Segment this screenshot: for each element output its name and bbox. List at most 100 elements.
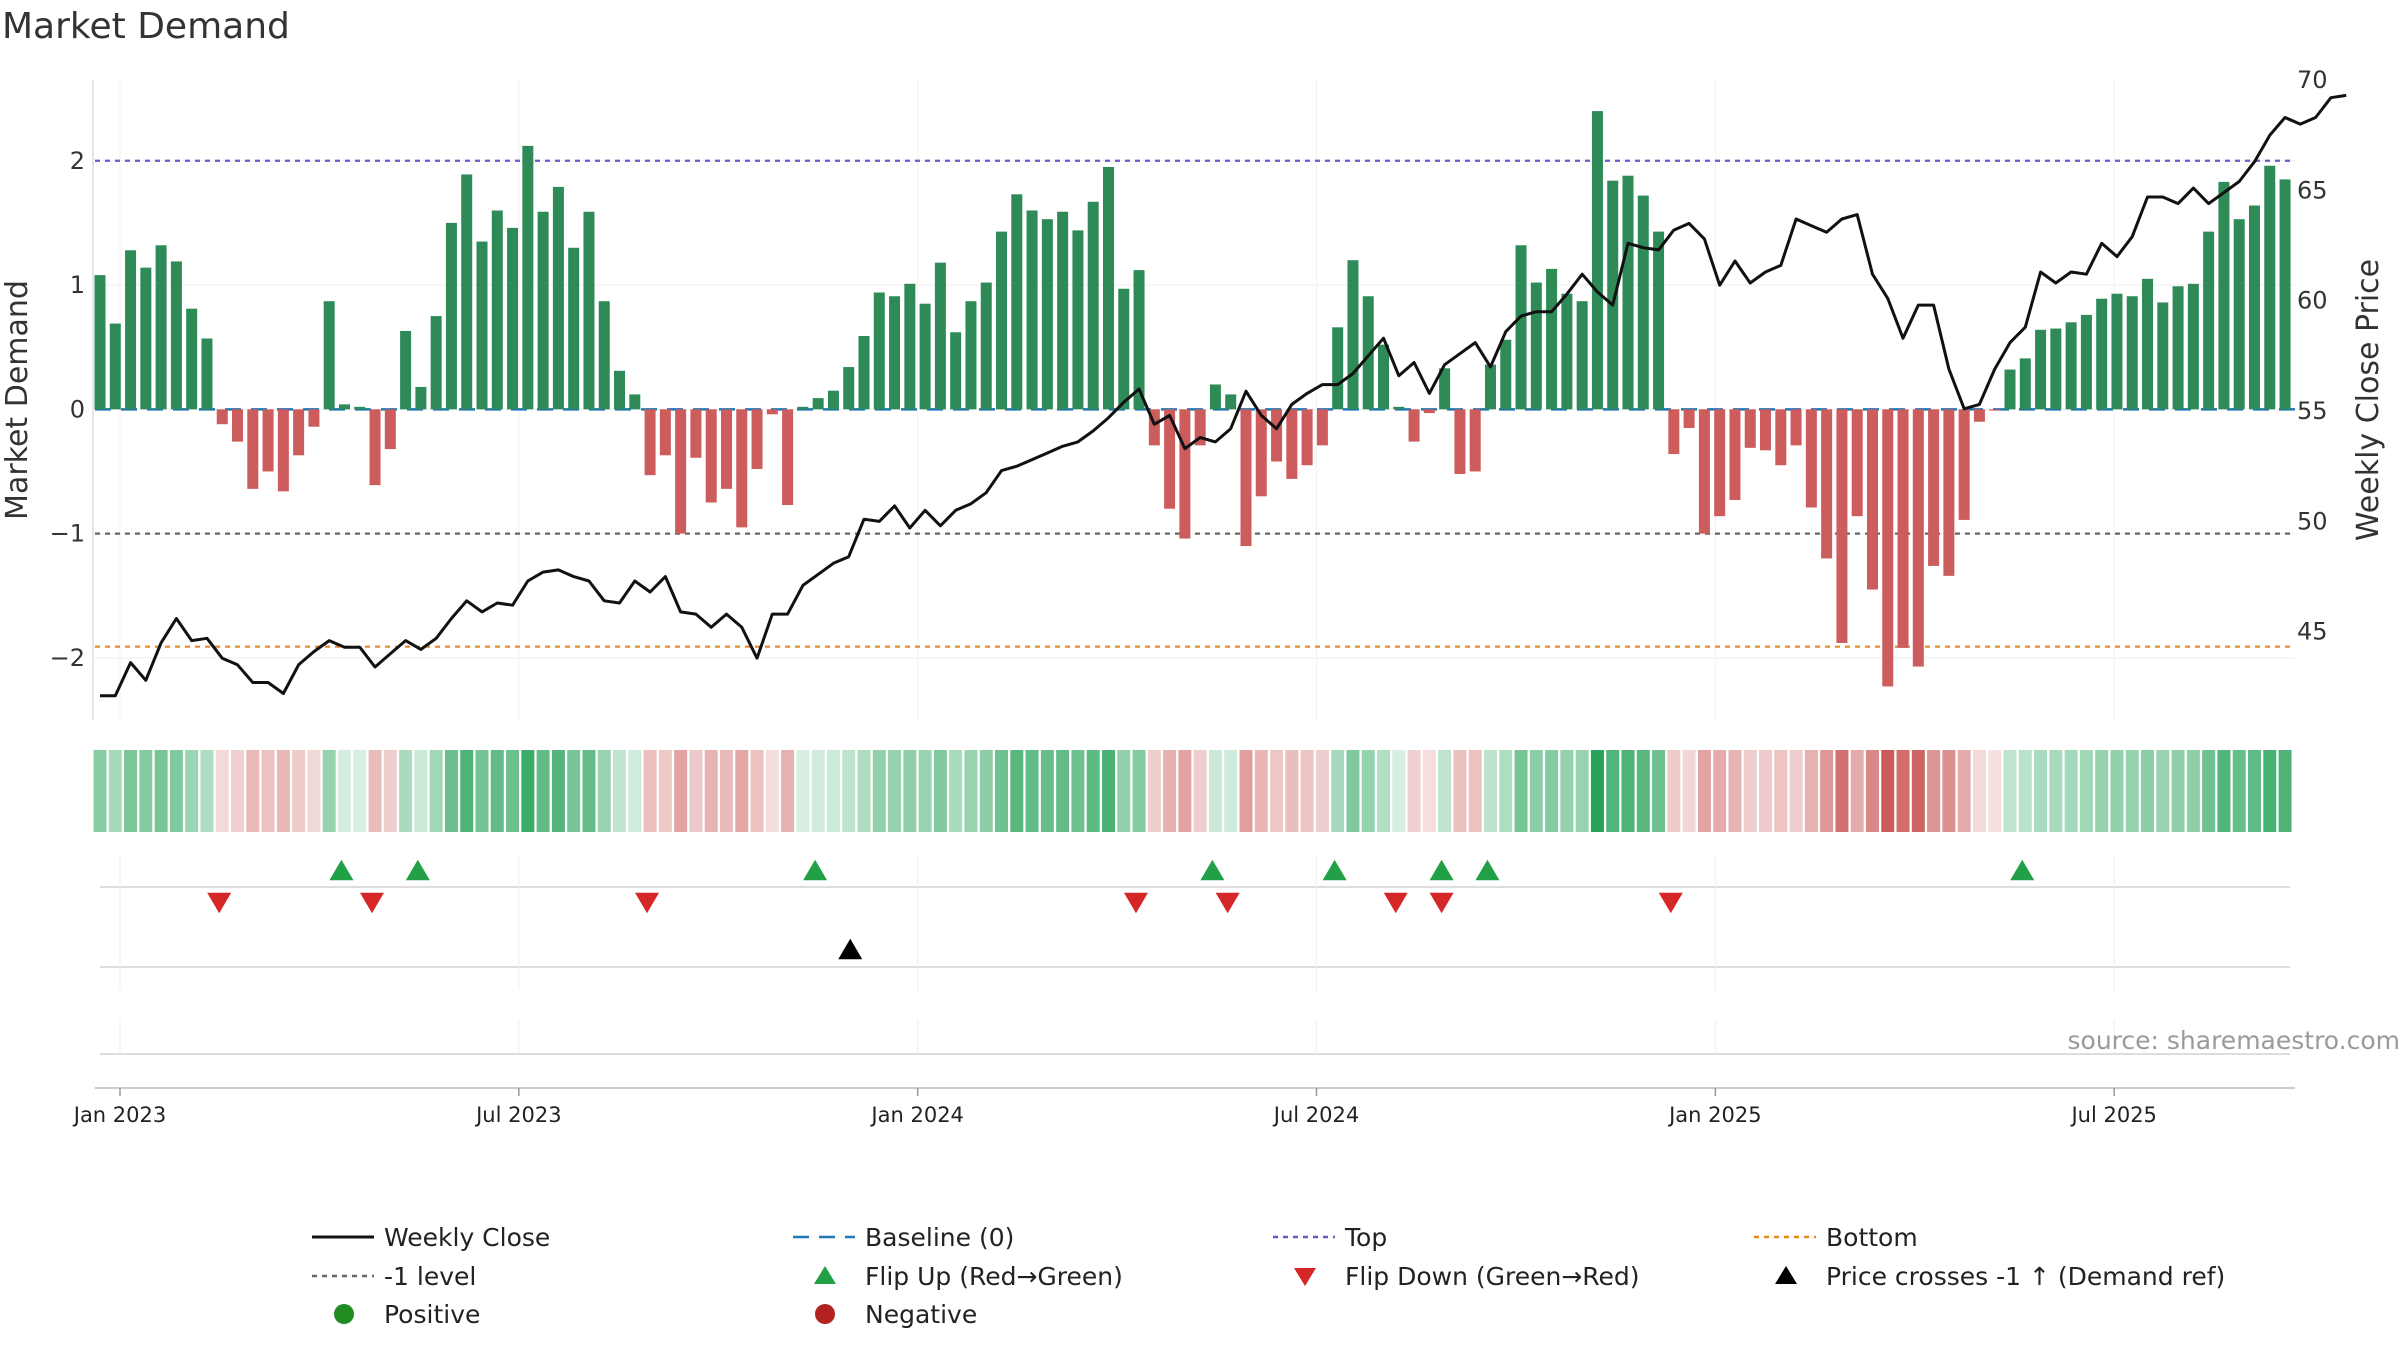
legend-flip-up: Flip Up (Red→Green)	[814, 1262, 1123, 1291]
strip-cell	[353, 750, 367, 832]
demand-bar	[1011, 194, 1023, 410]
flip-down-marker	[359, 892, 384, 914]
demand-bar	[2233, 219, 2245, 410]
legend-bottom: Bottom	[1754, 1223, 1918, 1252]
strip-cell	[964, 750, 978, 832]
demand-bar	[1683, 409, 1695, 428]
demand-bar	[1591, 111, 1603, 410]
strip-cell	[1667, 750, 1681, 832]
legend-top: Top	[1273, 1223, 1387, 1252]
strip-cell	[261, 750, 275, 832]
demand-bar	[1347, 260, 1359, 410]
strip-cell	[1865, 750, 1879, 832]
strip-cell	[1071, 750, 1085, 832]
demand-bar	[1087, 201, 1099, 410]
strip-cell	[1239, 750, 1253, 832]
strip-cell	[1927, 750, 1941, 832]
demand-bar	[568, 247, 580, 410]
demand-bar	[323, 301, 335, 410]
demand-bar	[1973, 409, 1985, 422]
strip-cell	[719, 750, 733, 832]
strip-cell	[1101, 750, 1115, 832]
legend-baseline: Baseline (0)	[793, 1223, 1014, 1252]
strip-cell	[139, 750, 153, 832]
y-right-tick-label: 45	[2297, 618, 2328, 646]
strip-cell	[918, 750, 932, 832]
strip-cell	[1040, 750, 1054, 832]
demand-bar	[690, 409, 702, 458]
demand-bar	[1118, 288, 1130, 410]
strip-cell	[444, 750, 458, 832]
legend-price-cross: Price crosses -1 ↑ (Demand ref)	[1775, 1262, 2225, 1291]
demand-bar	[507, 227, 519, 410]
strip-cell	[1499, 750, 1513, 832]
demand-bar	[1729, 409, 1741, 501]
flip-down-marker	[635, 892, 660, 914]
demand-bar	[1500, 339, 1512, 410]
strip-cell	[1086, 750, 1100, 832]
demand-bar	[491, 210, 503, 410]
demand-bar	[950, 332, 962, 410]
flip-down-marker	[207, 892, 232, 914]
demand-bar	[415, 386, 427, 410]
strip-cell	[1911, 750, 1925, 832]
strip-cell	[276, 750, 290, 832]
strip-cell	[460, 750, 474, 832]
demand-bar	[1271, 409, 1283, 462]
strip-cell	[1407, 750, 1421, 832]
strip-cell	[1988, 750, 2002, 832]
y-left-tick-label: 1	[70, 271, 85, 299]
demand-bar	[873, 292, 885, 410]
strip-cell	[1483, 750, 1497, 832]
strip-cell	[414, 750, 428, 832]
strip-cell	[704, 750, 718, 832]
flip-down-marker	[1658, 892, 1683, 914]
strip-cell	[1285, 750, 1299, 832]
legend-label: Positive	[384, 1300, 480, 1329]
demand-bar	[1805, 409, 1817, 508]
demand-bar	[1943, 409, 1955, 576]
strip-cell	[1468, 750, 1482, 832]
strip-cell	[1438, 750, 1452, 832]
demand-bar	[919, 303, 931, 410]
strip-cell	[1300, 750, 1314, 832]
demand-bar	[1607, 180, 1619, 410]
strip-cell	[1804, 750, 1818, 832]
demand-bar	[2050, 328, 2062, 410]
demand-bar	[140, 267, 152, 410]
strip-cell	[1942, 750, 1956, 832]
demand-bar	[1989, 409, 2001, 411]
strip-cell	[1010, 750, 1024, 832]
strip-cell	[750, 750, 764, 832]
strip-cell	[2263, 750, 2277, 832]
demand-bar	[201, 338, 213, 410]
legend-label: Flip Up (Red→Green)	[865, 1262, 1123, 1291]
strip-cell	[2217, 750, 2231, 832]
strip-cell	[1422, 750, 1436, 832]
strip-cell	[1759, 750, 1773, 832]
strip-cell	[1881, 750, 1895, 832]
y-left-tick-label: −2	[50, 644, 85, 672]
price-line-layer	[100, 93, 2347, 698]
flip-down-marker	[1383, 892, 1408, 914]
strip-cell	[368, 750, 382, 832]
strip-cell	[2247, 750, 2261, 832]
demand-bar	[186, 308, 198, 410]
strip-cell	[551, 750, 565, 832]
strip-cell	[1377, 750, 1391, 832]
demand-bar	[1057, 211, 1069, 410]
legend-weekly-close: Weekly Close	[312, 1223, 550, 1252]
demand-bar	[262, 409, 274, 472]
strip-cell	[933, 750, 947, 832]
strip-cell	[246, 750, 260, 832]
strip-cell	[2095, 750, 2109, 832]
strip-cell	[674, 750, 688, 832]
demand-bar	[2019, 358, 2031, 410]
strip-cell	[1025, 750, 1039, 832]
flip-down-marker	[1123, 892, 1148, 914]
strip-cell	[857, 750, 871, 832]
demand-bar	[1454, 409, 1466, 474]
flip-up-marker	[803, 859, 828, 881]
strip-cell	[995, 750, 1009, 832]
